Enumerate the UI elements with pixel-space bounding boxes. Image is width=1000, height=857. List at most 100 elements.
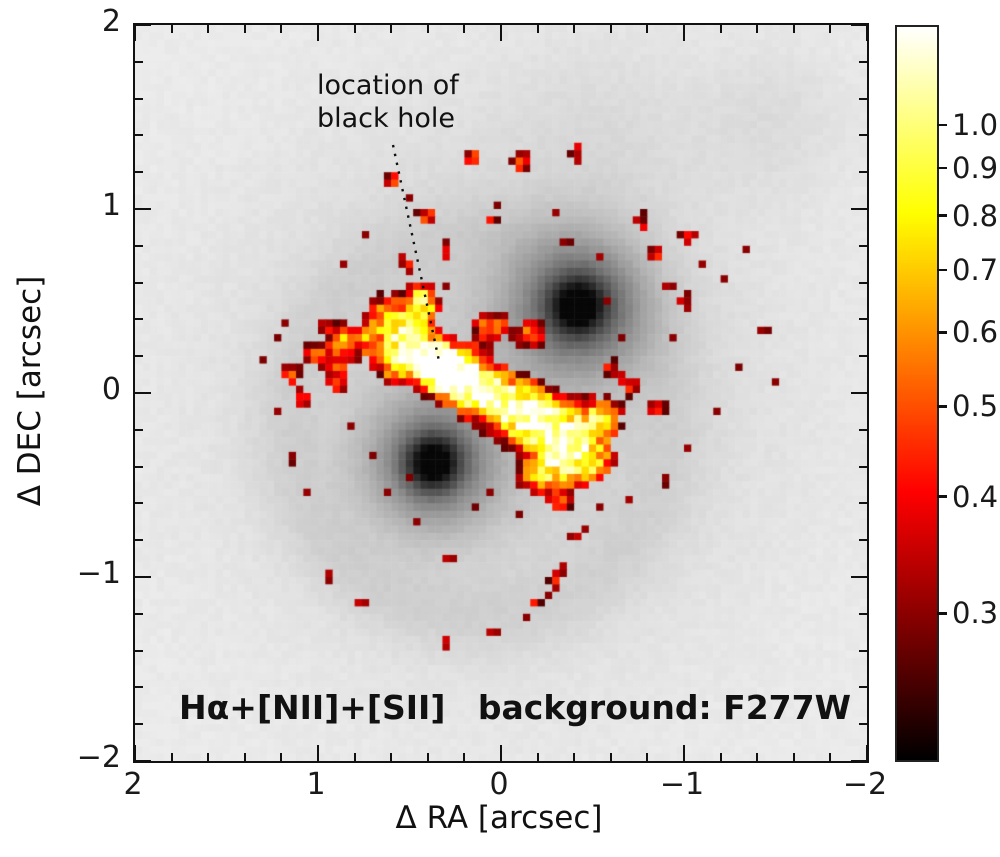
y-tick-left: [135, 134, 143, 137]
x-tick-top: [316, 25, 320, 41]
x-axis-title: Δ RA [arcsec]: [395, 800, 603, 836]
x-tick-top: [829, 25, 832, 33]
colorbar-tick: [937, 166, 947, 170]
colorbar-tick-label: 1.0: [952, 108, 999, 143]
y-tick-left: [135, 318, 143, 321]
annotation-line-1: location of: [317, 70, 459, 101]
x-tick-bottom: [316, 745, 320, 761]
y-tick-left: [135, 465, 143, 468]
x-tick-bottom: [280, 753, 283, 761]
x-tick-top: [207, 25, 210, 33]
x-tick-top: [353, 25, 356, 33]
y-tick-left: [135, 23, 151, 27]
y-tick-left: [135, 207, 151, 211]
y-tick-right: [859, 723, 867, 726]
y-tick-label: 1: [101, 188, 121, 223]
y-tick-right: [859, 244, 867, 247]
y-tick-right: [851, 207, 867, 211]
x-tick-top: [463, 25, 466, 33]
colorbar-tick-label: 0.4: [952, 479, 999, 514]
y-tick-label: 2: [101, 4, 121, 39]
x-tick-bottom: [207, 753, 210, 761]
y-tick-right: [859, 428, 867, 431]
colorbar-tick-label: 0.8: [952, 198, 999, 233]
y-tick-left: [135, 575, 151, 579]
colorbar-tick: [937, 405, 947, 408]
y-tick-left: [135, 723, 143, 726]
x-tick-bottom: [646, 753, 649, 761]
y-tick-right: [851, 23, 867, 27]
y-tick-right: [859, 465, 867, 468]
colorbar-tick-label: 0.6: [952, 315, 999, 350]
x-tick-bottom: [829, 753, 832, 761]
x-tick-bottom: [756, 753, 759, 761]
y-tick-right: [859, 171, 867, 174]
colorbar-tick-label: 0.9: [952, 150, 999, 185]
y-tick-label: 0: [101, 372, 121, 407]
colorbar-tick-label: 0.5: [952, 389, 999, 424]
y-tick-left: [135, 244, 143, 247]
x-tick-top: [609, 25, 612, 33]
x-tick-top: [280, 25, 283, 33]
x-tick-bottom: [792, 753, 795, 761]
x-tick-top: [499, 25, 503, 41]
x-tick-bottom: [133, 745, 137, 761]
emission-lines-label: Hα+[NII]+[SII]: [179, 688, 446, 727]
x-tick-label: −2: [842, 767, 888, 802]
x-tick-bottom: [426, 753, 429, 761]
colorbar-tick: [937, 214, 947, 217]
x-tick-label: −1: [659, 767, 705, 802]
x-tick-bottom: [609, 753, 612, 761]
y-tick-label: −1: [76, 556, 121, 591]
x-tick-top: [390, 25, 393, 33]
x-tick-top: [170, 25, 173, 33]
x-tick-top: [646, 25, 649, 33]
x-tick-bottom: [353, 753, 356, 761]
y-tick-left: [135, 428, 143, 431]
y-tick-left: [135, 612, 143, 615]
colorbar-tick: [937, 612, 947, 615]
x-tick-top: [865, 25, 869, 41]
x-tick-bottom: [499, 745, 503, 761]
y-tick-left: [135, 97, 143, 100]
x-tick-bottom: [719, 753, 722, 761]
x-tick-top: [133, 25, 137, 41]
y-tick-right: [859, 60, 867, 63]
y-tick-right: [859, 134, 867, 137]
y-tick-left: [135, 759, 151, 763]
x-tick-bottom: [573, 753, 576, 761]
y-tick-left: [135, 649, 143, 652]
x-tick-top: [573, 25, 576, 33]
y-tick-left: [135, 391, 151, 395]
galaxy-emission-map: [135, 25, 867, 761]
y-tick-right: [859, 539, 867, 542]
y-tick-right: [859, 97, 867, 100]
x-tick-top: [426, 25, 429, 33]
x-tick-label: 1: [306, 767, 326, 802]
x-tick-label: 0: [489, 767, 509, 802]
colorbar-tick: [937, 123, 947, 127]
colorbar-tick-label: 0.3: [952, 596, 999, 631]
y-tick-left: [135, 60, 143, 63]
y-axis-title: Δ DEC [arcsec]: [12, 275, 48, 507]
y-tick-right: [851, 391, 867, 395]
x-tick-bottom: [865, 745, 869, 761]
x-tick-bottom: [536, 753, 539, 761]
annotation-line-2: black hole: [317, 103, 455, 134]
colorbar-tick: [937, 495, 947, 498]
x-tick-top: [243, 25, 246, 33]
x-tick-bottom: [390, 753, 393, 761]
y-tick-left: [135, 171, 143, 174]
y-tick-right: [859, 612, 867, 615]
x-tick-bottom: [170, 753, 173, 761]
colorbar-gradient: [897, 27, 937, 760]
x-tick-label: 2: [123, 767, 143, 802]
y-tick-right: [859, 281, 867, 284]
colorbar-tick: [937, 268, 947, 272]
y-tick-right: [851, 759, 867, 763]
colorbar-tick-label: 0.7: [952, 252, 999, 287]
y-tick-right: [859, 686, 867, 689]
colorbar: [895, 25, 939, 762]
y-tick-left: [135, 502, 143, 505]
